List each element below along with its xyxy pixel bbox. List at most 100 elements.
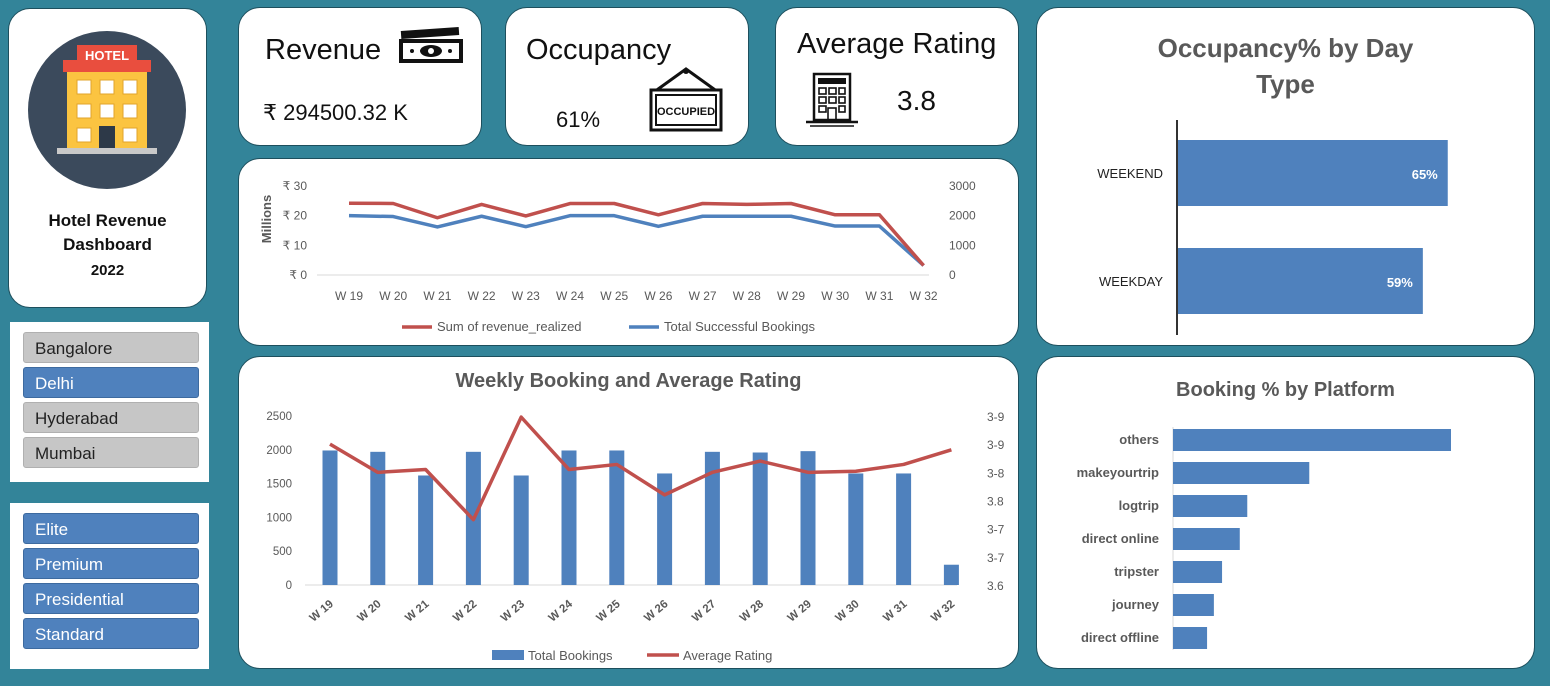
room-slicer-item-standard[interactable]: Standard [23, 618, 199, 649]
revenue-kpi-value: ₹ 294500.32 K [263, 100, 408, 125]
y-left-tick-label: 1000 [266, 512, 292, 524]
booking-platform-chart-card: Booking % by Platform others makeyourtrip… [1036, 356, 1535, 669]
bar-platform [1173, 594, 1214, 616]
x-tick-label: W 28 [738, 598, 767, 625]
bar-weekday [1178, 248, 1423, 314]
x-tick-label: W 32 [910, 289, 938, 303]
x-tick-label: W 28 [733, 289, 761, 303]
x-tick-label: W 21 [423, 289, 451, 303]
y-right-tick-label: 3.8 [987, 495, 1004, 509]
y-right-tick-label: 1000 [949, 238, 976, 252]
revenue-kpi-card: Revenue ₹ 294500.32 K [238, 7, 482, 146]
bar-total-bookings [418, 475, 434, 585]
dashboard-year: 2022 [90, 262, 125, 279]
weekly-booking-rating-chart: 0 500 1000 1500 2000 2500 3.6 3-7 3-7 3.8 3-8 3-9 3-… [266, 410, 1005, 663]
series-line-total-successful-bookings [348, 213, 925, 267]
y-right-tick-label: 3000 [949, 179, 976, 193]
y-right-tick-label: 3.6 [987, 579, 1004, 593]
series-line-revenue-realized [348, 201, 925, 267]
hotel-logo-icon: HOTEL [28, 31, 186, 189]
bar-weekend [1178, 140, 1448, 206]
rating-kpi-label: Average Rating [797, 28, 997, 60]
x-tick-label: W 30 [821, 289, 849, 303]
x-tick-label: W 27 [690, 598, 718, 624]
bar-total-bookings [657, 473, 673, 585]
bar-total-bookings [848, 473, 864, 585]
city-slicer-item-bangalore[interactable]: Bangalore [23, 332, 199, 363]
legend-label-bookings: Total Successful Bookings [664, 319, 816, 334]
x-tick-label: W 26 [644, 289, 672, 303]
category-label: journey [1111, 597, 1160, 612]
y-left-tick-label: 1500 [266, 479, 292, 491]
weekly-chart-title: Weekly Booking and Average Rating [455, 370, 802, 392]
city-slicer-item-delhi[interactable]: Delhi [23, 367, 199, 398]
room-slicer-item-premium[interactable]: Premium [23, 548, 199, 579]
legend-label-average-rating: Average Rating [683, 648, 772, 663]
bar-platform [1173, 462, 1310, 484]
bar-total-bookings [609, 450, 625, 585]
y-left-tick-label: 2000 [266, 445, 292, 457]
occupancy-daytype-title: Occupancy% by Day Type [1157, 33, 1414, 99]
bar-total-bookings [800, 451, 816, 585]
y-left-tick-label: 0 [286, 580, 292, 592]
x-tick-label: W 26 [642, 598, 670, 624]
y-left-tick-label: ₹ 30 [283, 179, 308, 193]
x-tick-label: W 22 [451, 598, 479, 624]
occupancy-kpi-label: Occupancy [526, 34, 672, 66]
bar-total-bookings [704, 451, 720, 585]
occupancy-daytype-chart-card: Occupancy% by Day Type WEEKEND 65% WEEKDAY… [1036, 7, 1535, 346]
y-right-tick-label: 3-7 [987, 523, 1005, 537]
x-tick-label: W 23 [499, 598, 527, 624]
y-left-axis-label: Millions [259, 195, 274, 243]
x-tick-label: W 19 [308, 598, 336, 624]
bar-total-bookings [322, 450, 338, 585]
city-slicer-item-hyderabad[interactable]: Hyderabad [23, 402, 199, 433]
rating-kpi-card: Average Rating 3.8 [775, 7, 1019, 146]
bar-platform [1173, 429, 1451, 451]
room-slicer-item-elite[interactable]: Elite [23, 513, 199, 544]
bar-total-bookings [370, 451, 386, 585]
city-slicer: Bangalore Delhi Hyderabad Mumbai [10, 322, 209, 482]
y-left-tick-label: ₹ 20 [283, 209, 308, 223]
x-tick-label: W 25 [594, 598, 623, 625]
legend-label-revenue: Sum of revenue_realized [437, 319, 582, 334]
occupied-sign-text: OCCUPIED [657, 106, 715, 118]
bar-total-bookings [513, 475, 529, 585]
bar-platform [1173, 495, 1248, 517]
category-label: WEEKDAY [1099, 274, 1163, 289]
bar-platform [1173, 627, 1208, 649]
x-tick-label: W 25 [600, 289, 628, 303]
money-icon [399, 26, 463, 63]
category-label: direct offline [1081, 630, 1159, 645]
bar-total-bookings [752, 452, 768, 585]
logo-card: HOTEL Hotel Revenue Dashboard 2022 [8, 8, 207, 308]
x-tick-label: W 22 [468, 289, 496, 303]
rating-kpi-value: 3.8 [897, 85, 936, 116]
bar-total-bookings [943, 564, 959, 585]
occupancy-daytype-chart: WEEKEND 65% WEEKDAY 59% [1097, 120, 1448, 335]
y-right-tick-label: 3-9 [987, 410, 1005, 424]
revenue-kpi-label: Revenue [265, 34, 382, 66]
bar-value-label: 65% [1412, 167, 1438, 182]
x-tick-label: W 23 [512, 289, 540, 303]
legend-swatch-total-bookings [492, 650, 524, 660]
dashboard-title-line1: Hotel Revenue [48, 211, 167, 230]
room-slicer-item-presidential[interactable]: Presidential [23, 583, 199, 614]
y-right-tick-label: 0 [949, 268, 956, 282]
booking-platform-title: Booking % by Platform [1176, 379, 1395, 401]
x-tick-label: W 20 [379, 289, 407, 303]
weekly-booking-rating-chart-card: Weekly Booking and Average Rating 0 500 10… [238, 356, 1019, 669]
category-label: makeyourtrip [1077, 465, 1159, 480]
occupancy-kpi-value: 61% [556, 107, 601, 132]
category-label: logtrip [1119, 498, 1159, 513]
y-right-tick-label: 3-7 [987, 551, 1005, 565]
bar-value-label: 59% [1387, 275, 1413, 290]
x-tick-label: W 20 [355, 598, 383, 624]
category-label: direct online [1082, 531, 1159, 546]
legend-label-total-bookings: Total Bookings [528, 648, 613, 663]
revenue-bookings-chart-card: ₹ 0 ₹ 10 ₹ 20 ₹ 30 0 1000 2000 3000 Millions W 19… [238, 158, 1019, 346]
bar-platform [1173, 528, 1240, 550]
x-tick-label: W 31 [881, 598, 910, 625]
city-slicer-item-mumbai[interactable]: Mumbai [23, 437, 199, 468]
series-line-average-rating [329, 415, 952, 522]
